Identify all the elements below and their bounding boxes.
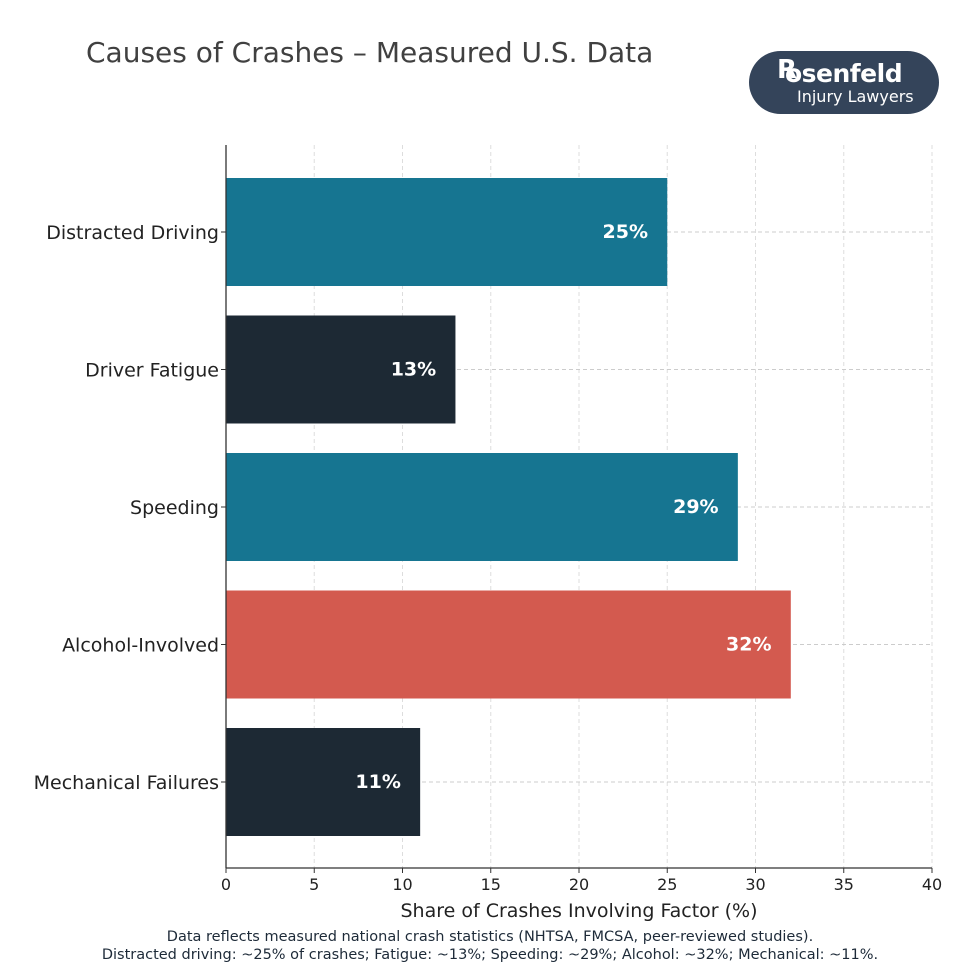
chart-title: Causes of Crashes – Measured U.S. Data: [86, 36, 654, 69]
x-tick-label: 35: [834, 875, 854, 894]
bar-value-label: 13%: [391, 359, 436, 381]
x-tick-label: 15: [481, 875, 501, 894]
x-tick-label: 5: [309, 875, 319, 894]
x-tick-label: 25: [657, 875, 677, 894]
bar: [226, 728, 421, 836]
x-tick-label: 40: [922, 875, 942, 894]
bar: [226, 315, 456, 424]
x-axis-label: Share of Crashes Involving Factor (%): [400, 900, 757, 922]
bar: [226, 178, 668, 286]
category-label: Distracted Driving: [46, 222, 219, 244]
brand-logo: R osenfeld Injury Lawyers: [749, 51, 939, 114]
logo-mark: R: [777, 55, 798, 85]
category-label: Mechanical Failures: [34, 772, 219, 794]
x-tick-label: 10: [392, 875, 412, 894]
x-tick-label: 0: [221, 875, 231, 894]
bar: [226, 590, 791, 699]
footnote-line-2: Distracted driving: ~25% of crashes; Fat…: [101, 947, 879, 963]
footnote-line-1: Data reflects measured national crash st…: [166, 929, 814, 945]
bar-value-label: 11%: [355, 771, 400, 793]
x-tick-label: 20: [569, 875, 589, 894]
category-label: Speeding: [130, 497, 219, 519]
x-tick-label: 30: [745, 875, 765, 894]
category-label: Alcohol-Involved: [62, 635, 219, 657]
bar-value-label: 25%: [603, 221, 648, 243]
logo-name: osenfeld: [785, 59, 903, 88]
category-label: Driver Fatigue: [85, 360, 219, 382]
bar: [226, 453, 738, 561]
bar-value-label: 29%: [673, 496, 718, 518]
bar-chart: 25% 13% 29% 32% 11% Distracted Driving Driver…: [34, 145, 942, 922]
axis-layer: Distracted Driving Driver Fatigue Speeding…: [34, 145, 942, 894]
bar-value-label: 32%: [726, 634, 771, 656]
bar-layer: 25% 13% 29% 32% 11%: [226, 178, 791, 836]
logo-subtitle: Injury Lawyers: [797, 87, 914, 106]
